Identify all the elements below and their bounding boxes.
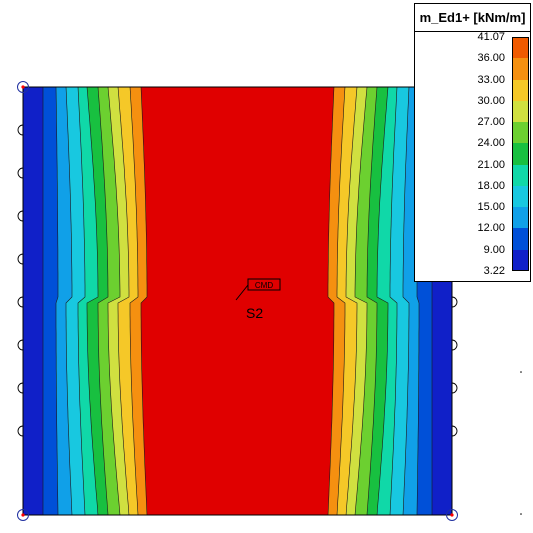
legend-level-label: 18.00 — [477, 179, 505, 192]
legend-level-label: 9.00 — [483, 243, 505, 256]
legend-color-swatch — [512, 122, 529, 144]
isoline — [97, 86, 109, 516]
legend-color-swatch — [512, 143, 529, 166]
corner-node-icon — [17, 81, 29, 93]
corner-node-icon — [446, 509, 458, 521]
support-symbol — [451, 382, 458, 394]
contour-band — [355, 87, 377, 515]
isoline — [117, 86, 130, 516]
support-symbol — [451, 339, 458, 351]
legend-level-label: 21.00 — [477, 158, 505, 171]
legend-color-swatch — [512, 164, 529, 187]
legend-level-label: 33.00 — [477, 73, 505, 86]
plate-outline — [22, 86, 453, 516]
legend-level-label: 15.00 — [477, 201, 505, 214]
surface-label: CMD S2 — [235, 278, 281, 321]
contour-band — [98, 87, 120, 515]
legend-level-label: 3.22 — [483, 265, 505, 277]
stray-dot — [520, 371, 522, 373]
legend-color-swatch — [512, 37, 529, 59]
support-symbol — [17, 296, 24, 308]
legend-level-label: 41.07 — [477, 31, 505, 43]
isoline — [140, 86, 148, 516]
legend-level-label: 12.00 — [477, 222, 505, 235]
support-symbol — [17, 339, 24, 351]
isoline — [327, 86, 335, 516]
corner-node-icon — [17, 509, 29, 521]
contour-band — [43, 87, 58, 515]
isoline — [366, 86, 378, 516]
support-symbol — [17, 253, 24, 265]
support-symbol — [17, 210, 24, 222]
legend-color-swatch — [512, 249, 529, 272]
legend-title: m_Ed1+ [kNm/m] — [415, 4, 530, 32]
tag-box — [247, 278, 281, 291]
corner-node-dot — [450, 513, 454, 517]
isoline — [345, 86, 358, 516]
surface-number: S2 — [246, 305, 263, 321]
band-isolines — [42, 86, 433, 516]
corner-node-dot — [21, 85, 25, 89]
tag-text: CMD — [255, 281, 273, 290]
contour-band — [66, 87, 85, 515]
isoline — [107, 86, 121, 516]
stray-dot — [520, 513, 522, 515]
support-symbol — [17, 425, 24, 437]
color-legend: m_Ed1+ [kNm/m] 41.07 36.00 33.00 30.00 27.00… — [414, 3, 531, 282]
corner-node-dot — [21, 513, 25, 517]
contour-band — [87, 87, 108, 515]
legend-color-swatch — [512, 185, 529, 208]
legend-level-label: 36.00 — [477, 52, 505, 65]
legend-level-label: 24.00 — [477, 137, 505, 150]
support-symbol — [17, 167, 24, 179]
contour-band — [23, 87, 43, 515]
isoline — [376, 86, 389, 516]
contour-band — [346, 87, 367, 515]
support-symbol — [451, 425, 458, 437]
contour-bands — [23, 87, 452, 515]
isoline — [65, 86, 73, 516]
legend-color-swatch — [512, 79, 529, 102]
isoline — [55, 86, 59, 515]
contour-band — [118, 87, 138, 515]
isoline — [77, 86, 86, 516]
contour-band — [56, 87, 72, 515]
legend-color-swatch — [512, 228, 529, 251]
label-leader-line — [235, 284, 249, 301]
contour-band — [367, 87, 388, 515]
legend-color-swatch — [512, 207, 529, 229]
isoline — [129, 86, 139, 516]
legend-color-swatch — [512, 58, 529, 81]
legend-color-swatch — [512, 100, 529, 123]
support-symbol — [17, 382, 24, 394]
isoline — [336, 86, 346, 516]
support-symbol — [451, 296, 458, 308]
isoline — [389, 86, 398, 516]
isoline — [402, 86, 410, 516]
contour-band — [390, 87, 409, 515]
isoline — [86, 86, 99, 516]
legend-level-label: 30.00 — [477, 94, 505, 107]
contour-band — [108, 87, 129, 515]
isoline — [354, 86, 368, 516]
support-symbol — [17, 124, 24, 136]
contour-band — [337, 87, 357, 515]
legend-level-label: 27.00 — [477, 116, 505, 129]
